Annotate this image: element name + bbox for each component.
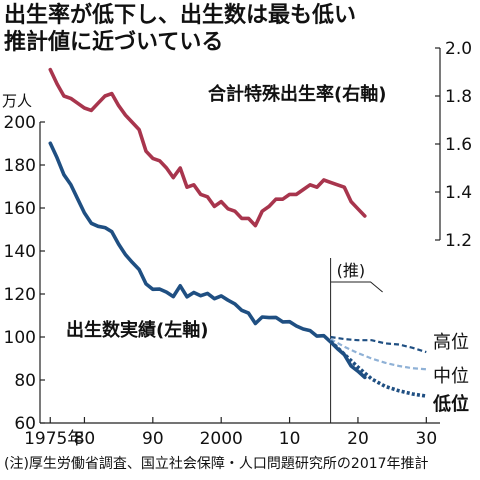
right-axis-tick-label: 1.8: [445, 87, 472, 107]
x-axis-tick-label: 2000: [200, 429, 243, 449]
projection-line: [330, 338, 427, 371]
left-axis-tick-label: 200: [4, 113, 36, 133]
fertility-rate-label: 合計特殊出生率(右軸): [208, 83, 386, 105]
mid-projection-label: 中位: [433, 366, 469, 387]
title-line-1: 出生率が低下し、出生数は最も低い: [4, 3, 357, 28]
births-label: 出生数実績(左軸): [66, 319, 208, 341]
chart-title: 出生率が低下し、出生数は最も低い 推計値に近づいている: [4, 2, 356, 56]
births-line: [48, 141, 367, 380]
high-projection-label: 高位: [433, 332, 469, 353]
left-axis-tick-label: 100: [4, 328, 36, 348]
right-axis-tick-label: 1.4: [445, 183, 472, 203]
x-axis-tick-label: 20: [347, 429, 369, 449]
x-axis-tick-label: 80: [74, 429, 96, 449]
x-axis-tick-label: 10: [279, 429, 301, 449]
left-axis-tick-label: 140: [4, 242, 36, 262]
projection-label: (推): [337, 261, 366, 280]
left-axis-unit: 万人: [2, 92, 32, 110]
x-axis-tick-label: 90: [142, 429, 164, 449]
low-projection-label: 低位: [432, 393, 469, 415]
fertility-rate-line: [48, 67, 367, 228]
x-axis-tick-label: 1975年: [24, 429, 84, 449]
projection-bracket: [330, 281, 383, 293]
right-axis-tick-label: 1.6: [445, 135, 472, 155]
footnote: (注)厚生労働省調査、国立社会保障・人口問題研究所の2017年推計: [4, 456, 429, 472]
left-axis-tick-label: 120: [4, 285, 36, 305]
left-axis-tick-label: 180: [4, 156, 36, 176]
title-line-2: 推計値に近づいている: [4, 30, 224, 55]
left-axis-tick-label: 160: [4, 199, 36, 219]
right-axis-tick-label: 1.2: [445, 231, 472, 251]
left-axis-tick-label: 60: [14, 414, 36, 434]
projection-line: [330, 335, 427, 354]
right-axis-tick-label: 2.0: [445, 39, 472, 59]
projection-line: [329, 339, 427, 398]
left-axis-tick-label: 80: [14, 371, 36, 391]
x-axis-tick-label: 30: [416, 429, 438, 449]
